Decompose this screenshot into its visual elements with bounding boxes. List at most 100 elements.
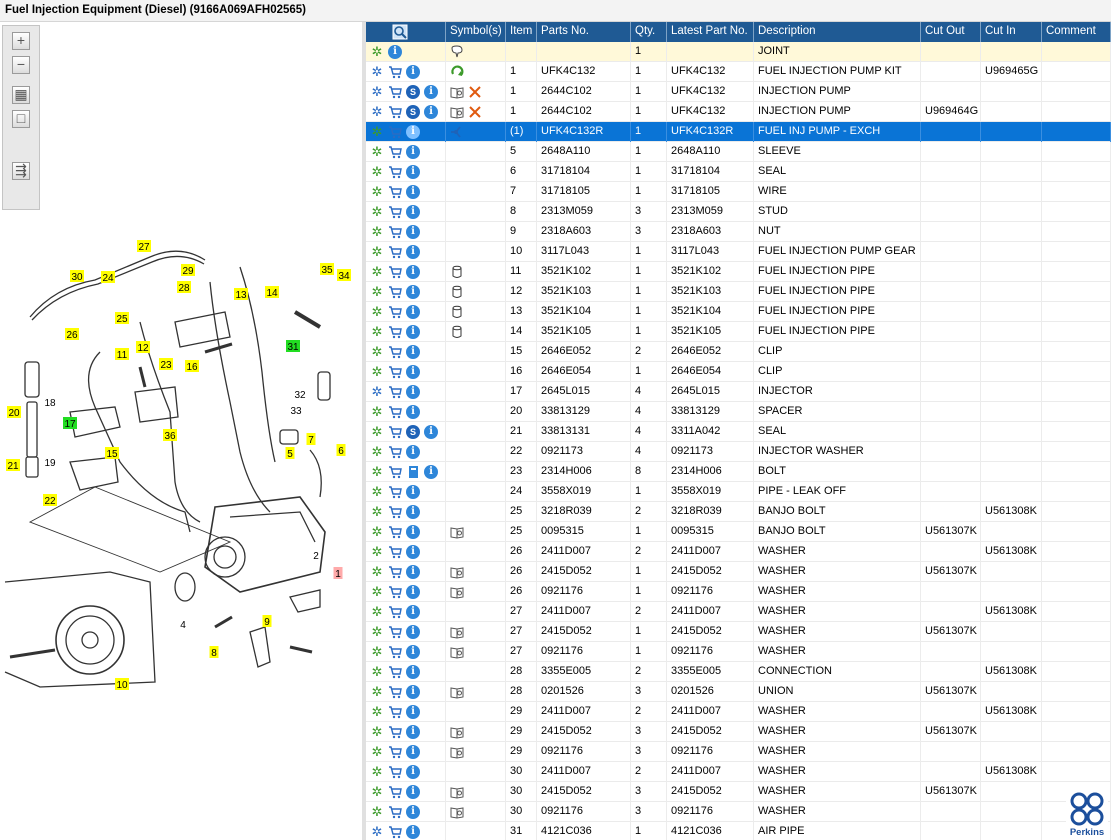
book-icon[interactable] [450, 585, 464, 599]
table-row[interactable]: ✲ i 13 3521K104 1 3521K104 FUEL INJECTION PIPE [366, 302, 1111, 322]
gears-icon[interactable]: ✲ [371, 104, 383, 119]
callout-9[interactable]: 9 [262, 615, 272, 628]
cart-icon[interactable] [388, 165, 402, 179]
callout-32[interactable]: 32 [294, 390, 306, 401]
table-row[interactable]: ✲ i 14 3521K105 1 3521K105 FUEL INJECTION PIPE [366, 322, 1111, 342]
table-row[interactable]: ✲ i 25 0095315 1 0095315 BANJO BOLT U561307K [366, 522, 1111, 542]
table-row[interactable]: ✲ i 30 2411D007 2 2411D007 WASHER U561308K [366, 762, 1111, 782]
cart-icon[interactable] [388, 285, 402, 299]
table-row[interactable]: ✲ i 16 2646E054 1 2646E054 CLIP [366, 362, 1111, 382]
info-icon[interactable]: i [406, 745, 420, 759]
info-icon[interactable]: i [406, 145, 420, 159]
gear-icon[interactable]: ✲ [371, 604, 383, 619]
cart-icon[interactable] [388, 245, 402, 259]
table-row[interactable]: ✲ i 29 2415D052 3 2415D052 WASHER U561307K [366, 722, 1111, 742]
book-icon[interactable] [450, 745, 464, 759]
info-icon[interactable]: i [424, 105, 438, 119]
cart-icon[interactable] [388, 325, 402, 339]
callout-17[interactable]: 17 [63, 417, 77, 430]
gear-icon[interactable]: ✲ [371, 204, 383, 219]
panel-divider[interactable] [362, 22, 366, 840]
cart-icon[interactable] [388, 405, 402, 419]
callout-24[interactable]: 24 [101, 271, 115, 284]
book-icon[interactable] [450, 645, 464, 659]
cart-icon[interactable] [388, 205, 402, 219]
table-row[interactable]: ✲ i 29 0921176 3 0921176 WASHER [366, 742, 1111, 762]
gear-icon[interactable]: ✲ [371, 164, 383, 179]
callout-25[interactable]: 25 [115, 312, 129, 325]
gear-icon[interactable]: ✲ [371, 344, 383, 359]
callout-19[interactable]: 19 [44, 458, 56, 469]
book-icon[interactable] [450, 105, 464, 119]
note-icon[interactable] [450, 45, 464, 59]
info-icon[interactable]: i [406, 485, 420, 499]
cart-icon[interactable] [388, 305, 402, 319]
gear-icon[interactable]: ✲ [371, 704, 383, 719]
cart-icon[interactable] [388, 645, 402, 659]
cross-icon[interactable] [468, 85, 482, 99]
column-header-desc[interactable]: Description [754, 22, 921, 42]
gear-icon[interactable]: ✲ [371, 764, 383, 779]
cart-icon[interactable] [388, 225, 402, 239]
zoom-in-icon[interactable]: + [12, 32, 30, 50]
book-icon[interactable] [450, 525, 464, 539]
cylinder-icon[interactable] [450, 265, 464, 279]
fit-window-icon[interactable]: □ [12, 110, 30, 128]
cart-icon[interactable] [388, 425, 402, 439]
gears-icon[interactable]: ✲ [371, 84, 383, 99]
info-icon[interactable]: i [406, 345, 420, 359]
info-icon[interactable]: i [406, 825, 420, 839]
fit-all-icon[interactable]: ▦ [12, 86, 30, 104]
table-row[interactable]: ✲ i 30 0921176 3 0921176 WASHER [366, 802, 1111, 822]
column-header-cutin[interactable]: Cut In [981, 22, 1042, 42]
gear-icon[interactable]: ✲ [371, 784, 383, 799]
column-header-qty[interactable]: Qty. [631, 22, 667, 42]
callout-7[interactable]: 7 [306, 433, 316, 446]
callout-4[interactable]: 4 [180, 620, 186, 631]
table-row[interactable]: ✲ i 9 2318A603 3 2318A603 NUT [366, 222, 1111, 242]
book-icon[interactable] [450, 625, 464, 639]
cylinder-icon[interactable] [450, 285, 464, 299]
table-row[interactable]: ✲ i 17 2645L015 4 2645L015 INJECTOR [366, 382, 1111, 402]
table-row[interactable]: ✲ i 30 2415D052 3 2415D052 WASHER U561307K [366, 782, 1111, 802]
cart-icon[interactable] [388, 525, 402, 539]
column-header-actions[interactable] [366, 22, 446, 42]
info-icon[interactable]: i [406, 605, 420, 619]
search-icon[interactable] [392, 24, 408, 40]
book-icon[interactable] [450, 565, 464, 579]
info-icon[interactable]: i [406, 725, 420, 739]
table-row[interactable]: ✲ i 28 0201526 3 0201526 UNION U561307K [366, 682, 1111, 702]
info-icon[interactable]: i [424, 465, 438, 479]
cart-icon[interactable] [388, 345, 402, 359]
gear-icon[interactable]: ✲ [371, 624, 383, 639]
cart-icon[interactable] [388, 825, 402, 839]
info-icon[interactable]: i [406, 205, 420, 219]
cart-icon[interactable] [388, 545, 402, 559]
gear-icon[interactable]: ✲ [371, 664, 383, 679]
callout-10[interactable]: 10 [115, 678, 129, 691]
info-icon[interactable]: i [406, 525, 420, 539]
cart-icon[interactable] [388, 705, 402, 719]
service-icon[interactable]: S [406, 85, 420, 99]
gear-icon[interactable]: ✲ [371, 804, 383, 819]
info-icon[interactable]: i [406, 225, 420, 239]
service-icon[interactable]: S [406, 105, 420, 119]
cart-icon[interactable] [388, 765, 402, 779]
gear-icon[interactable]: ✲ [371, 644, 383, 659]
callout-30[interactable]: 30 [70, 270, 84, 283]
cart-icon[interactable] [388, 485, 402, 499]
info-icon[interactable]: i [406, 785, 420, 799]
book-icon[interactable] [450, 785, 464, 799]
callout-36[interactable]: 36 [163, 429, 177, 442]
callout-29[interactable]: 29 [181, 264, 195, 277]
info-icon[interactable]: i [406, 505, 420, 519]
gears-icon[interactable]: ✲ [371, 64, 383, 79]
gear-icon[interactable]: ✲ [371, 584, 383, 599]
exchange-branch-icon[interactable] [450, 125, 464, 139]
gear-icon[interactable]: ✲ [371, 424, 383, 439]
callout-18[interactable]: 18 [44, 398, 56, 409]
gear-icon[interactable]: ✲ [371, 324, 383, 339]
cart-icon[interactable] [388, 625, 402, 639]
